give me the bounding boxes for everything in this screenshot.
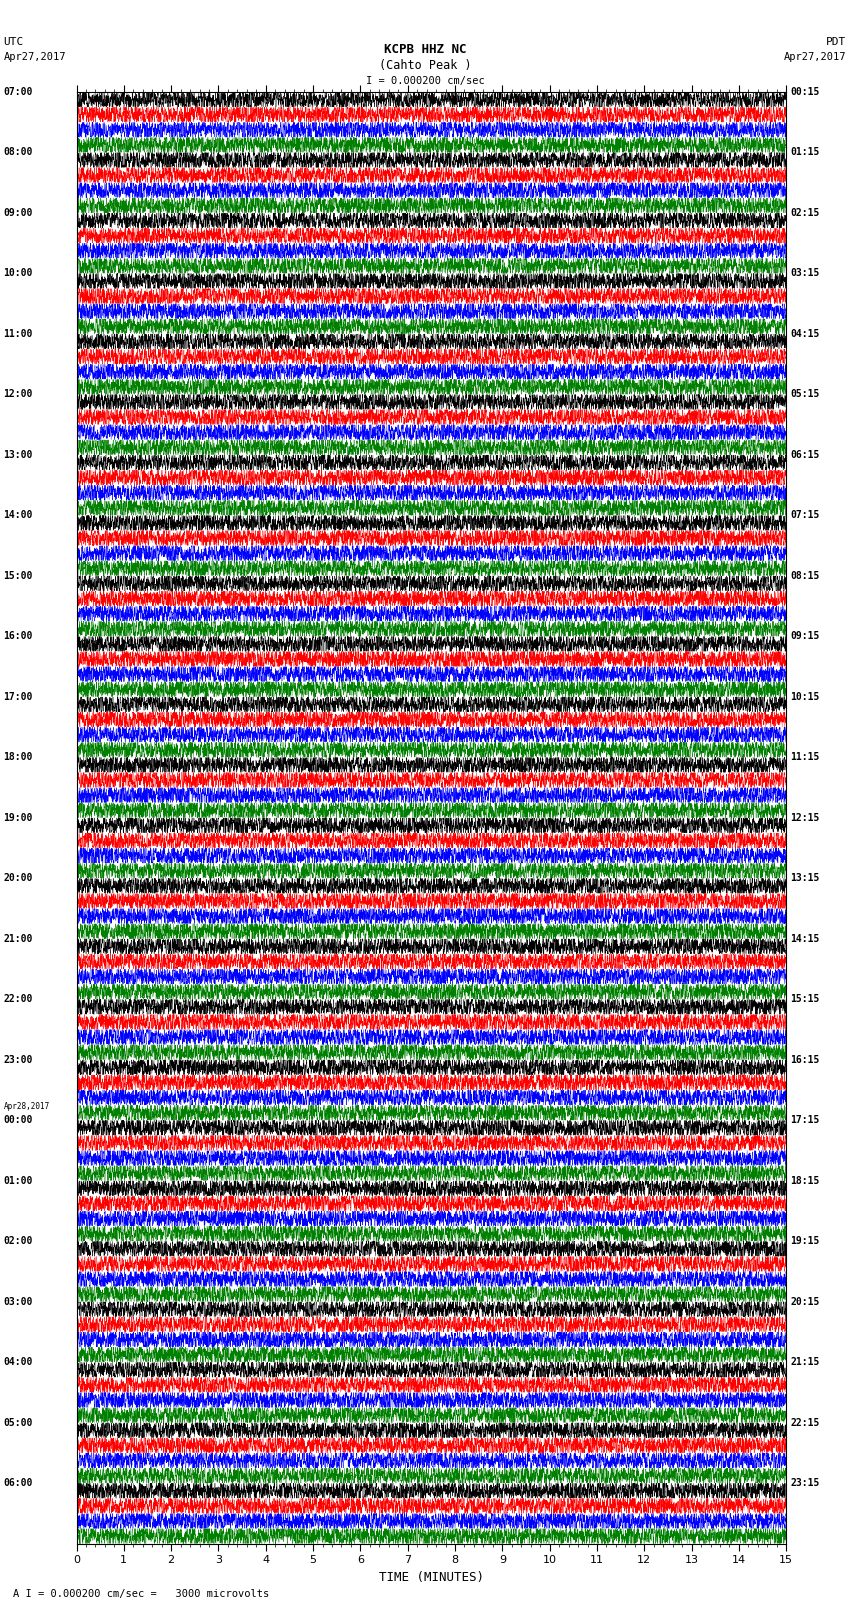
Text: Apr27,2017: Apr27,2017	[3, 52, 66, 61]
Text: 13:00: 13:00	[3, 450, 33, 460]
Text: 00:00: 00:00	[3, 1115, 33, 1126]
Text: 18:00: 18:00	[3, 752, 33, 763]
Text: 01:15: 01:15	[790, 147, 820, 158]
Text: UTC: UTC	[3, 37, 24, 47]
Text: 21:15: 21:15	[790, 1357, 820, 1368]
Text: I = 0.000200 cm/sec: I = 0.000200 cm/sec	[366, 76, 484, 85]
Text: A I = 0.000200 cm/sec =   3000 microvolts: A I = 0.000200 cm/sec = 3000 microvolts	[13, 1589, 269, 1598]
Text: 15:15: 15:15	[790, 994, 820, 1005]
Text: Apr28,2017: Apr28,2017	[3, 1102, 49, 1110]
Text: 08:00: 08:00	[3, 147, 33, 158]
Text: 14:00: 14:00	[3, 510, 33, 521]
Text: 10:00: 10:00	[3, 268, 33, 279]
Text: 19:00: 19:00	[3, 813, 33, 823]
Text: 02:15: 02:15	[790, 208, 820, 218]
Text: 23:15: 23:15	[790, 1478, 820, 1489]
Text: 05:15: 05:15	[790, 389, 820, 400]
Text: 04:00: 04:00	[3, 1357, 33, 1368]
Text: 06:15: 06:15	[790, 450, 820, 460]
Text: 11:15: 11:15	[790, 752, 820, 763]
Text: PDT: PDT	[826, 37, 847, 47]
Text: Apr27,2017: Apr27,2017	[784, 52, 847, 61]
Text: 16:00: 16:00	[3, 631, 33, 642]
Text: 14:15: 14:15	[790, 934, 820, 944]
Text: 12:15: 12:15	[790, 813, 820, 823]
Text: 07:15: 07:15	[790, 510, 820, 521]
Text: 21:00: 21:00	[3, 934, 33, 944]
Text: 05:00: 05:00	[3, 1418, 33, 1428]
Text: 23:00: 23:00	[3, 1055, 33, 1065]
Text: (Cahto Peak ): (Cahto Peak )	[379, 60, 471, 73]
Text: 08:15: 08:15	[790, 571, 820, 581]
Text: 00:15: 00:15	[790, 87, 820, 97]
Text: 13:15: 13:15	[790, 873, 820, 884]
Text: 07:00: 07:00	[3, 87, 33, 97]
Text: 19:15: 19:15	[790, 1236, 820, 1247]
Text: 17:15: 17:15	[790, 1115, 820, 1126]
Text: 01:00: 01:00	[3, 1176, 33, 1186]
Text: 17:00: 17:00	[3, 692, 33, 702]
X-axis label: TIME (MINUTES): TIME (MINUTES)	[379, 1571, 484, 1584]
Text: 09:15: 09:15	[790, 631, 820, 642]
Text: 10:15: 10:15	[790, 692, 820, 702]
Text: 15:00: 15:00	[3, 571, 33, 581]
Text: 03:00: 03:00	[3, 1297, 33, 1307]
Text: 02:00: 02:00	[3, 1236, 33, 1247]
Text: 11:00: 11:00	[3, 329, 33, 339]
Text: 16:15: 16:15	[790, 1055, 820, 1065]
Text: 22:15: 22:15	[790, 1418, 820, 1428]
Text: 03:15: 03:15	[790, 268, 820, 279]
Text: 22:00: 22:00	[3, 994, 33, 1005]
Text: 12:00: 12:00	[3, 389, 33, 400]
Text: 04:15: 04:15	[790, 329, 820, 339]
Text: 09:00: 09:00	[3, 208, 33, 218]
Text: 20:15: 20:15	[790, 1297, 820, 1307]
Text: KCPB HHZ NC: KCPB HHZ NC	[383, 44, 467, 56]
Text: 18:15: 18:15	[790, 1176, 820, 1186]
Text: 20:00: 20:00	[3, 873, 33, 884]
Text: 06:00: 06:00	[3, 1478, 33, 1489]
